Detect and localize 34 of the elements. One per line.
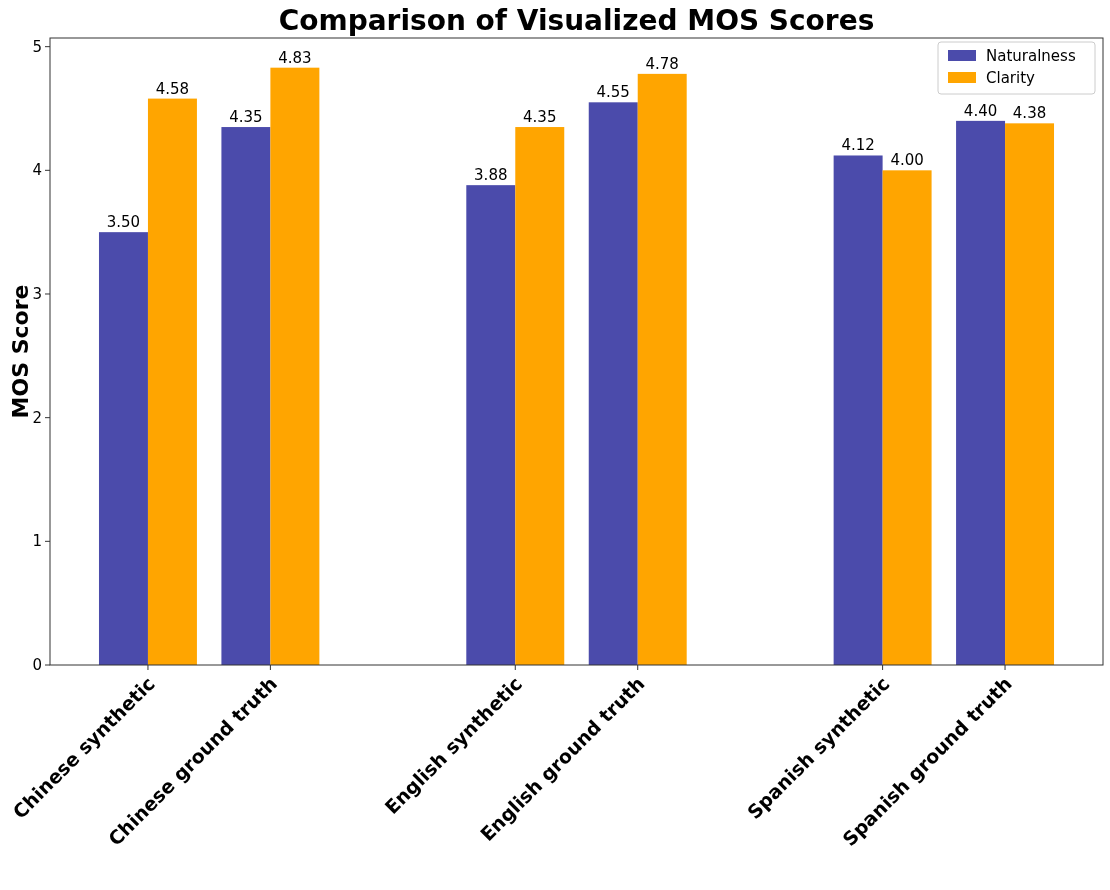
data-label: 4.55 [596, 83, 630, 102]
y-tick-label: 2 [32, 408, 42, 427]
data-label: 4.35 [229, 108, 263, 127]
bar [637, 73, 687, 665]
legend-label: Naturalness [986, 47, 1076, 65]
y-tick-label: 5 [32, 37, 42, 56]
data-label: 4.78 [645, 54, 679, 73]
bar [147, 98, 197, 665]
data-label: 4.58 [155, 79, 190, 98]
bar [1005, 123, 1055, 665]
legend-label: Clarity [986, 69, 1036, 87]
y-tick-label: 3 [32, 284, 42, 303]
data-label: 4.40 [963, 101, 998, 120]
data-label: 4.35 [523, 108, 557, 127]
data-label: 4.00 [890, 151, 924, 170]
y-tick-label: 4 [32, 161, 42, 180]
bar [833, 155, 883, 665]
bar [588, 102, 638, 665]
bar [466, 185, 516, 665]
data-label: 3.50 [106, 213, 141, 232]
data-label: 4.83 [278, 48, 312, 67]
bar [882, 170, 932, 665]
bar [956, 120, 1006, 665]
bar [270, 67, 320, 665]
bar [221, 127, 271, 665]
bar [98, 232, 148, 665]
chart-title: Comparison of Visualized MOS Scores [278, 4, 875, 37]
data-label: 4.38 [1012, 104, 1047, 123]
data-label: 4.12 [841, 136, 875, 155]
y-tick-label: 1 [32, 532, 42, 551]
y-tick-label: 0 [32, 656, 42, 674]
bar [515, 127, 565, 665]
data-label: 3.88 [474, 166, 508, 185]
y-axis-title: MOS Score [8, 284, 33, 419]
